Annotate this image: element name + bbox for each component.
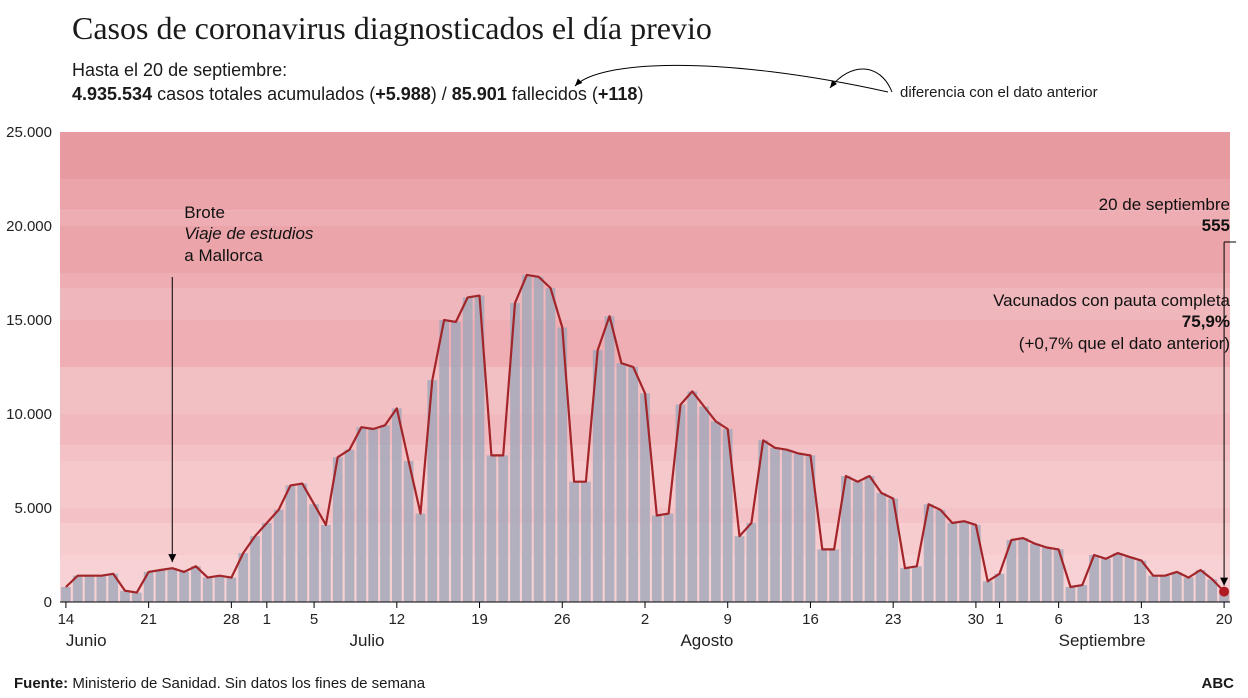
svg-text:16: 16 bbox=[802, 611, 819, 628]
total-cases-text: casos totales acumulados ( bbox=[152, 84, 375, 104]
summary-close: ) bbox=[637, 84, 643, 104]
annotation-brote-l2: Viaje de estudios bbox=[184, 224, 313, 243]
svg-text:26: 26 bbox=[554, 611, 571, 628]
total-deaths: 85.901 bbox=[452, 84, 507, 104]
page-title: Casos de coronavirus diagnosticados el d… bbox=[72, 10, 712, 47]
cases-delta: +5.988 bbox=[375, 84, 431, 104]
svg-text:2: 2 bbox=[641, 611, 649, 628]
svg-text:Septiembre: Septiembre bbox=[1059, 631, 1146, 650]
chart-svg: 05.00010.00015.00020.00025.0001421281512… bbox=[0, 120, 1248, 660]
svg-text:6: 6 bbox=[1054, 611, 1062, 628]
summary-mid: ) / bbox=[431, 84, 452, 104]
annotation-vac-l3: (+0,7% que el dato anterior) bbox=[1019, 334, 1230, 353]
svg-text:Julio: Julio bbox=[350, 631, 385, 650]
annotation-brote-l1: Brote bbox=[184, 203, 225, 222]
svg-text:13: 13 bbox=[1133, 611, 1150, 628]
svg-text:10.000: 10.000 bbox=[6, 406, 52, 423]
source-label: Fuente: bbox=[14, 675, 68, 692]
svg-text:1: 1 bbox=[263, 611, 271, 628]
svg-text:5.000: 5.000 bbox=[14, 500, 52, 517]
annotation-vaccinated: Vacunados con pauta completa 75,9% (+0,7… bbox=[993, 290, 1230, 354]
diff-note: diferencia con el dato anterior bbox=[900, 84, 1098, 101]
svg-text:19: 19 bbox=[471, 611, 488, 628]
source-text: Ministerio de Sanidad. Sin datos los fin… bbox=[68, 675, 425, 692]
footer: Fuente: Ministerio de Sanidad. Sin datos… bbox=[14, 675, 1234, 692]
svg-text:12: 12 bbox=[388, 611, 405, 628]
svg-text:5: 5 bbox=[310, 611, 318, 628]
chart-area: 05.00010.00015.00020.00025.0001421281512… bbox=[0, 120, 1248, 660]
annotation-brote: Brote Viaje de estudios a Mallorca bbox=[184, 202, 313, 266]
summary-line1-date: 20 de septiembre: bbox=[143, 60, 287, 80]
root: Casos de coronavirus diagnosticados el d… bbox=[0, 0, 1248, 698]
svg-text:14: 14 bbox=[58, 611, 75, 628]
svg-text:28: 28 bbox=[223, 611, 240, 628]
brand-label: ABC bbox=[1202, 675, 1235, 692]
source-line: Fuente: Ministerio de Sanidad. Sin datos… bbox=[14, 675, 425, 692]
svg-text:Junio: Junio bbox=[66, 631, 107, 650]
svg-text:25.000: 25.000 bbox=[6, 124, 52, 141]
annotation-vac-l1: Vacunados con pauta completa bbox=[993, 291, 1230, 310]
svg-text:9: 9 bbox=[724, 611, 732, 628]
svg-text:0: 0 bbox=[44, 594, 52, 611]
svg-text:20: 20 bbox=[1216, 611, 1233, 628]
annotation-last-l1: 20 de septiembre bbox=[1099, 195, 1230, 214]
annotation-last-point: 20 de septiembre 555 bbox=[1099, 194, 1230, 237]
annotation-brote-l3: a Mallorca bbox=[184, 246, 262, 265]
svg-text:15.000: 15.000 bbox=[6, 312, 52, 329]
total-cases: 4.935.534 bbox=[72, 84, 152, 104]
svg-text:21: 21 bbox=[140, 611, 157, 628]
svg-text:30: 30 bbox=[968, 611, 985, 628]
annotation-vac-l2: 75,9% bbox=[1182, 312, 1230, 331]
deaths-delta: +118 bbox=[598, 84, 638, 104]
summary-line1-prefix: Hasta el bbox=[72, 60, 143, 80]
svg-text:Agosto: Agosto bbox=[680, 631, 733, 650]
summary-stats: Hasta el 20 de septiembre: 4.935.534 cas… bbox=[72, 58, 643, 107]
svg-text:1: 1 bbox=[995, 611, 1003, 628]
total-deaths-text: fallecidos ( bbox=[507, 84, 598, 104]
svg-text:20.000: 20.000 bbox=[6, 218, 52, 235]
annotation-last-l2: 555 bbox=[1202, 216, 1230, 235]
svg-text:23: 23 bbox=[885, 611, 902, 628]
